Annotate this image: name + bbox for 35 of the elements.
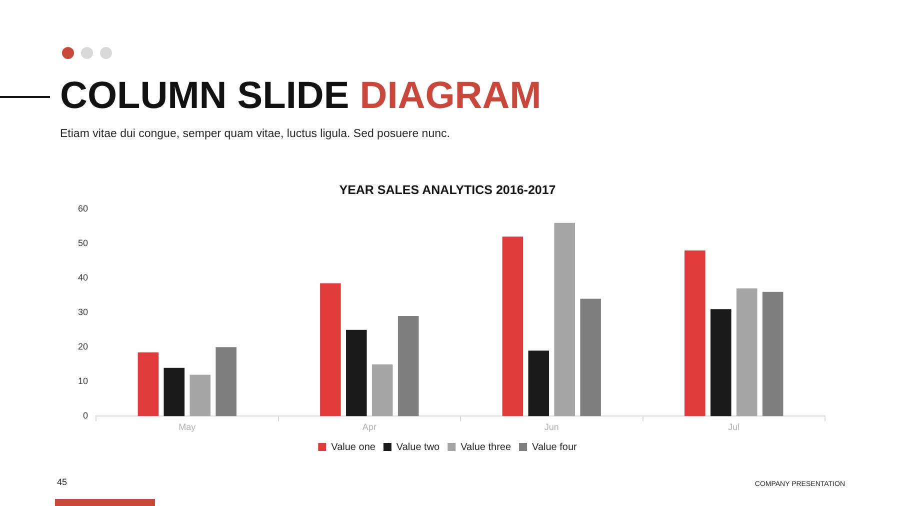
x-tick-label: Jun xyxy=(544,422,559,432)
bar xyxy=(372,364,393,416)
y-tick-label: 60 xyxy=(78,203,88,214)
x-tick-label: Apr xyxy=(362,422,376,432)
bar xyxy=(736,288,758,416)
y-tick-label: 10 xyxy=(78,376,88,386)
bar xyxy=(190,374,211,416)
legend-label: Value one xyxy=(331,442,376,453)
bar xyxy=(502,236,524,416)
text: 45 xyxy=(57,477,68,488)
y-tick-label: 0 xyxy=(82,410,88,421)
bar xyxy=(554,222,575,416)
x-tick-label: May xyxy=(178,422,196,432)
y-tick-label: 30 xyxy=(78,307,88,318)
x-tick-label: Jul xyxy=(728,422,740,432)
bar xyxy=(684,250,706,416)
y-tick-label: 50 xyxy=(78,238,88,248)
bar xyxy=(320,283,341,416)
chart-subtitle: Etiam vitae dui congue, semper quam vitae, luctus ligula. Sed posuere nunc. xyxy=(60,127,450,141)
legend-label: Value three xyxy=(460,442,512,453)
bar xyxy=(580,298,601,416)
text: YEAR SALES ANALYTICS 2016-2017 xyxy=(339,182,556,197)
legend-label: Value two xyxy=(396,442,440,453)
bar xyxy=(138,352,159,416)
bar xyxy=(710,309,732,416)
bar xyxy=(164,368,185,416)
y-tick-label: 20 xyxy=(78,342,88,352)
chart-title: COLUMN SLIDE DIAGRAM xyxy=(60,74,542,118)
bar xyxy=(528,350,550,416)
bar xyxy=(398,316,419,416)
bar xyxy=(762,292,784,416)
legend-label: Value four xyxy=(532,442,578,453)
bar xyxy=(216,347,236,416)
bar xyxy=(346,330,367,416)
y-tick-label: 40 xyxy=(78,272,88,283)
